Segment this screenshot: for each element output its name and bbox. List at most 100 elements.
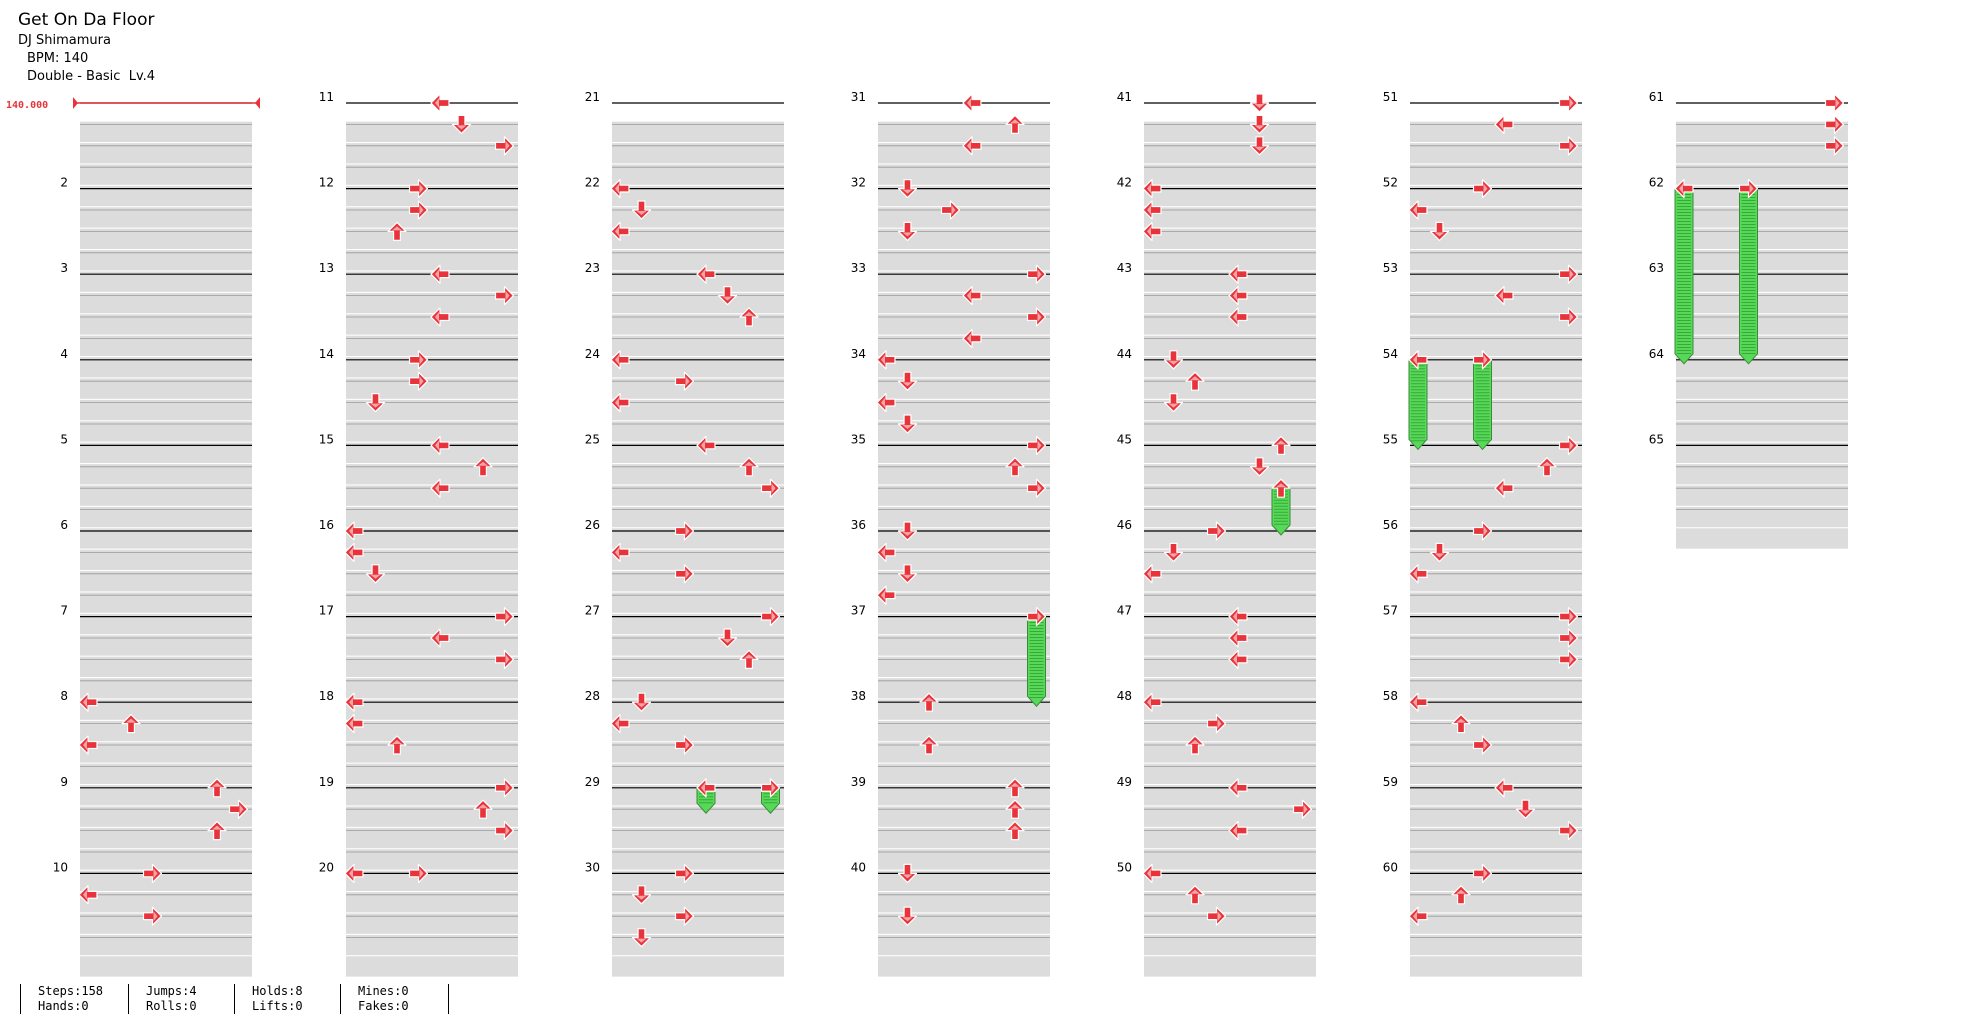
beat-band (1144, 635, 1316, 656)
down-arrow-icon (631, 927, 652, 948)
right-arrow-icon (408, 179, 429, 199)
right-arrow-icon (1472, 350, 1493, 370)
beat-band (612, 228, 784, 250)
beat-band (878, 185, 1050, 207)
beat-band (1144, 143, 1316, 164)
beat-band (1144, 335, 1316, 357)
stat-mines: Mines:0 (358, 984, 409, 998)
measure-number: 12 (319, 176, 334, 190)
beat-band (1410, 742, 1582, 763)
measure-number: 46 (1117, 518, 1132, 532)
beat-band (1144, 185, 1316, 207)
beat-band (1410, 121, 1582, 143)
beat-band (346, 228, 518, 250)
measure-number: 40 (851, 860, 866, 874)
stats-divider (448, 984, 449, 1014)
beat-band (612, 464, 784, 485)
left-arrow-icon (1408, 692, 1428, 712)
beat-band (878, 399, 1050, 421)
beat-band (80, 934, 252, 956)
measure-number: 39 (851, 775, 866, 789)
measure-number: 58 (1383, 689, 1398, 703)
beat-band (878, 292, 1050, 314)
beat-band (346, 335, 518, 357)
beat-band (346, 506, 518, 528)
down-arrow-icon (897, 521, 918, 541)
beat-band (878, 442, 1050, 464)
stat-hands: Hands:0 (38, 999, 89, 1013)
measure-number: 61 (1649, 90, 1664, 104)
beat-band (80, 870, 252, 892)
beat-band (1676, 399, 1848, 421)
beat-band (878, 549, 1050, 571)
beat-band (612, 421, 784, 442)
beat-band (612, 528, 784, 549)
down-arrow-icon (1163, 393, 1184, 413)
beat-band (80, 121, 252, 143)
beat-band (878, 785, 1050, 806)
measure-number: 14 (319, 347, 334, 361)
beat-band (612, 742, 784, 763)
beat-band (878, 656, 1050, 678)
beat-band (878, 314, 1050, 335)
measure-number: 24 (585, 347, 600, 361)
right-arrow-icon (1472, 521, 1493, 541)
measure-number: 19 (319, 775, 334, 789)
up-arrow-icon (739, 649, 759, 670)
beat-band (80, 357, 252, 378)
measure-number: 54 (1383, 347, 1398, 361)
beat-band (612, 827, 784, 849)
beat-band (1410, 357, 1582, 378)
beat-band (878, 870, 1050, 892)
left-arrow-icon (430, 264, 450, 284)
right-arrow-icon (1206, 906, 1227, 926)
beat-band (346, 292, 518, 314)
right-arrow-icon (1206, 713, 1227, 734)
beat-band (1144, 378, 1316, 399)
beat-band (878, 934, 1050, 956)
beat-band (1144, 720, 1316, 742)
up-arrow-icon (919, 692, 939, 712)
measure-number: 56 (1383, 518, 1398, 532)
up-arrow-icon (473, 457, 493, 477)
beat-band (612, 678, 784, 699)
measure-number: 49 (1117, 775, 1132, 789)
down-arrow-icon (365, 393, 386, 413)
up-arrow-icon (387, 735, 407, 755)
beat-band (80, 849, 252, 870)
right-arrow-icon (1558, 435, 1579, 455)
beat-band (346, 849, 518, 870)
beat-band (80, 656, 252, 678)
beat-band (878, 250, 1050, 271)
hold-notes (696, 188, 1758, 814)
left-arrow-icon (1228, 820, 1248, 841)
measure-number: 30 (585, 860, 600, 874)
left-arrow-icon (1142, 863, 1162, 884)
down-arrow-icon (631, 200, 652, 220)
beat-band (612, 613, 784, 635)
up-arrow-icon (1271, 435, 1291, 455)
right-arrow-icon (142, 906, 163, 926)
beat-band (80, 485, 252, 506)
bpm-left-tick (73, 97, 78, 109)
left-arrow-icon (1228, 778, 1248, 798)
measure-number: 33 (851, 261, 866, 275)
beat-band (1410, 250, 1582, 271)
beat-band (1144, 913, 1316, 934)
left-arrow-icon (344, 692, 364, 712)
beat-band (1410, 528, 1582, 549)
bpm-right-tick (255, 97, 260, 109)
beat-band (612, 892, 784, 913)
beat-band (878, 720, 1050, 742)
beat-band (612, 314, 784, 335)
measure-number: 36 (851, 518, 866, 532)
left-arrow-icon (344, 521, 364, 541)
beat-band (346, 956, 518, 977)
beat-band (1144, 250, 1316, 271)
beat-band (346, 421, 518, 442)
measure-number: 32 (851, 176, 866, 190)
beat-band (1410, 934, 1582, 956)
down-arrow-icon (1249, 93, 1270, 113)
beat-band (1676, 271, 1848, 292)
beat-band (612, 185, 784, 207)
